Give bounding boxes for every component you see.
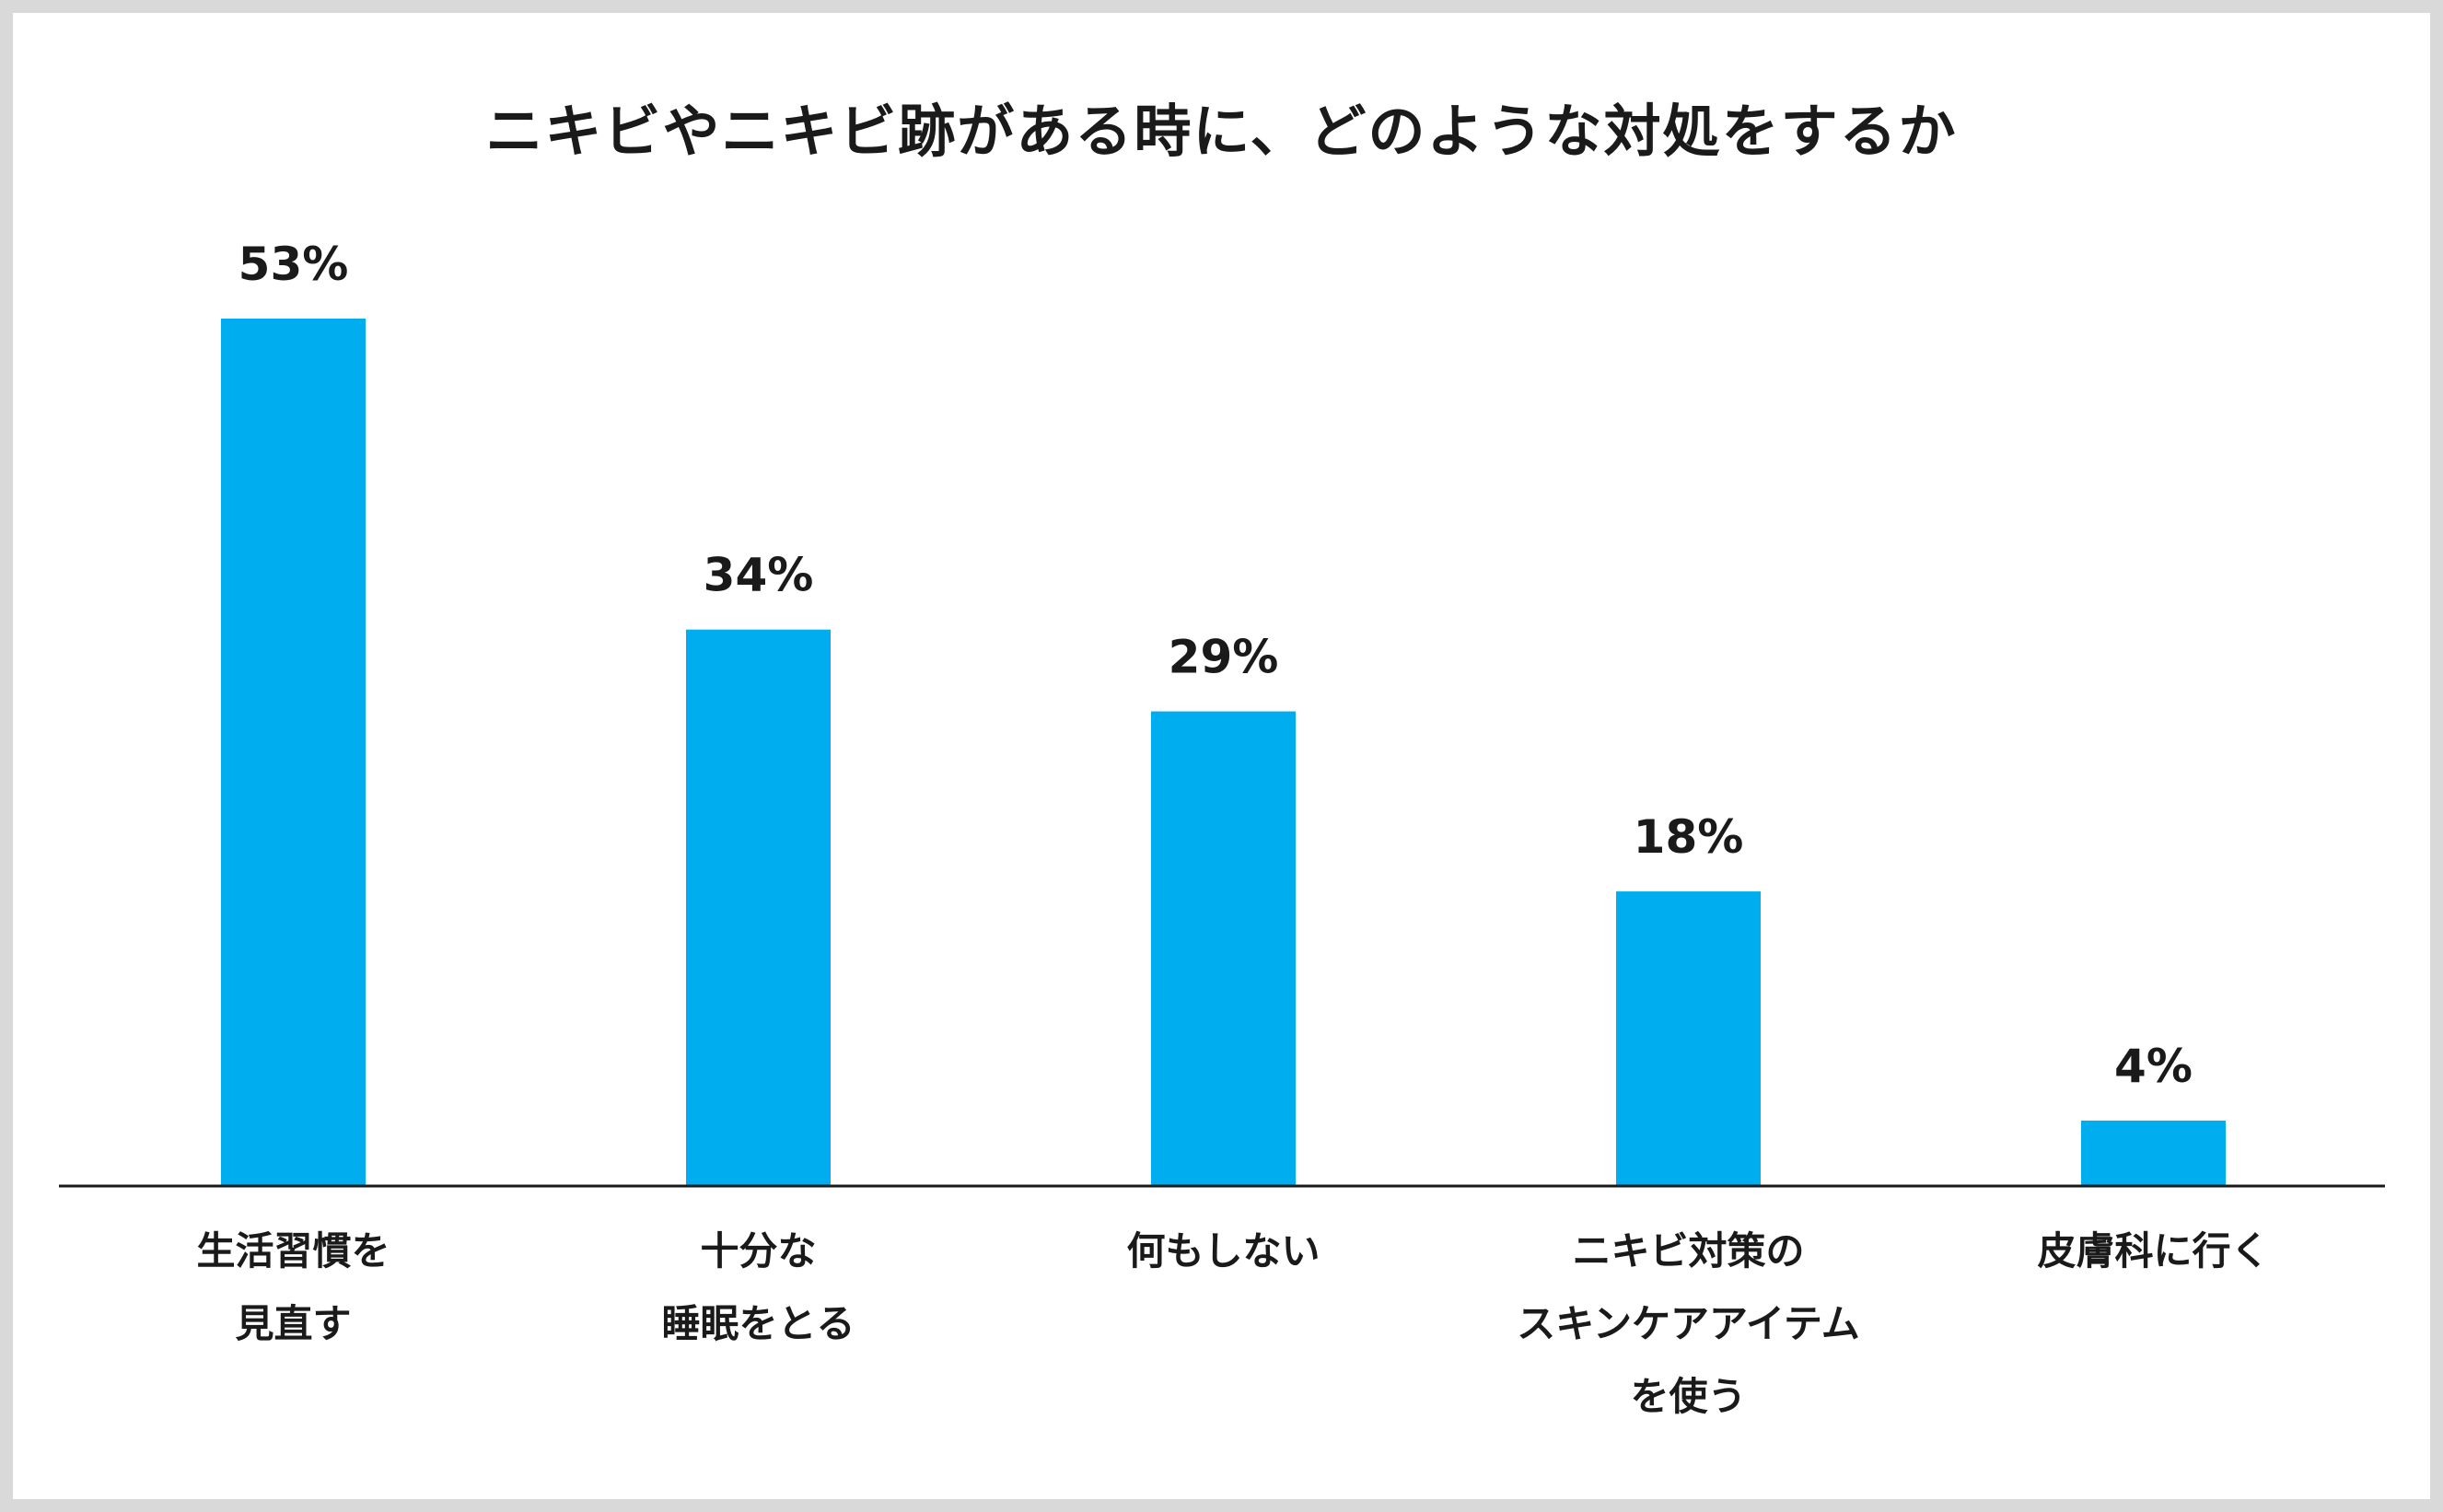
category-label-2-line-1: 十分な: [700, 1228, 816, 1274]
data-label-2: 34%: [704, 549, 814, 602]
chart-title: ニキビやニキビ跡がある時に、どのような対処をするか: [485, 98, 1958, 165]
category-label-3-line-1: 何もしない: [1126, 1228, 1320, 1274]
bar-3: [1151, 711, 1296, 1186]
category-label-1-line-2: 見直す: [235, 1301, 351, 1346]
category-label-5-line-1: 皮膚科に行く: [2037, 1228, 2269, 1274]
bar-2: [686, 629, 831, 1186]
category-label-4-line-3: を使う: [1630, 1374, 1746, 1419]
bar-4: [1616, 891, 1761, 1186]
data-label-3: 29%: [1169, 631, 1279, 684]
data-label-1: 53%: [238, 238, 349, 291]
category-label-2-line-2: 睡眠をとる: [661, 1301, 855, 1346]
category-label-4-line-1: ニキビ対策の: [1572, 1228, 1804, 1274]
data-label-4: 18%: [1634, 810, 1744, 864]
category-label-1-line-1: 生活習慣を: [196, 1228, 390, 1274]
data-label-5: 4%: [2114, 1040, 2193, 1093]
bar-5: [2081, 1120, 2226, 1186]
category-label-4-line-2: スキンケアアイテム: [1517, 1301, 1860, 1346]
bar-1: [221, 319, 366, 1186]
